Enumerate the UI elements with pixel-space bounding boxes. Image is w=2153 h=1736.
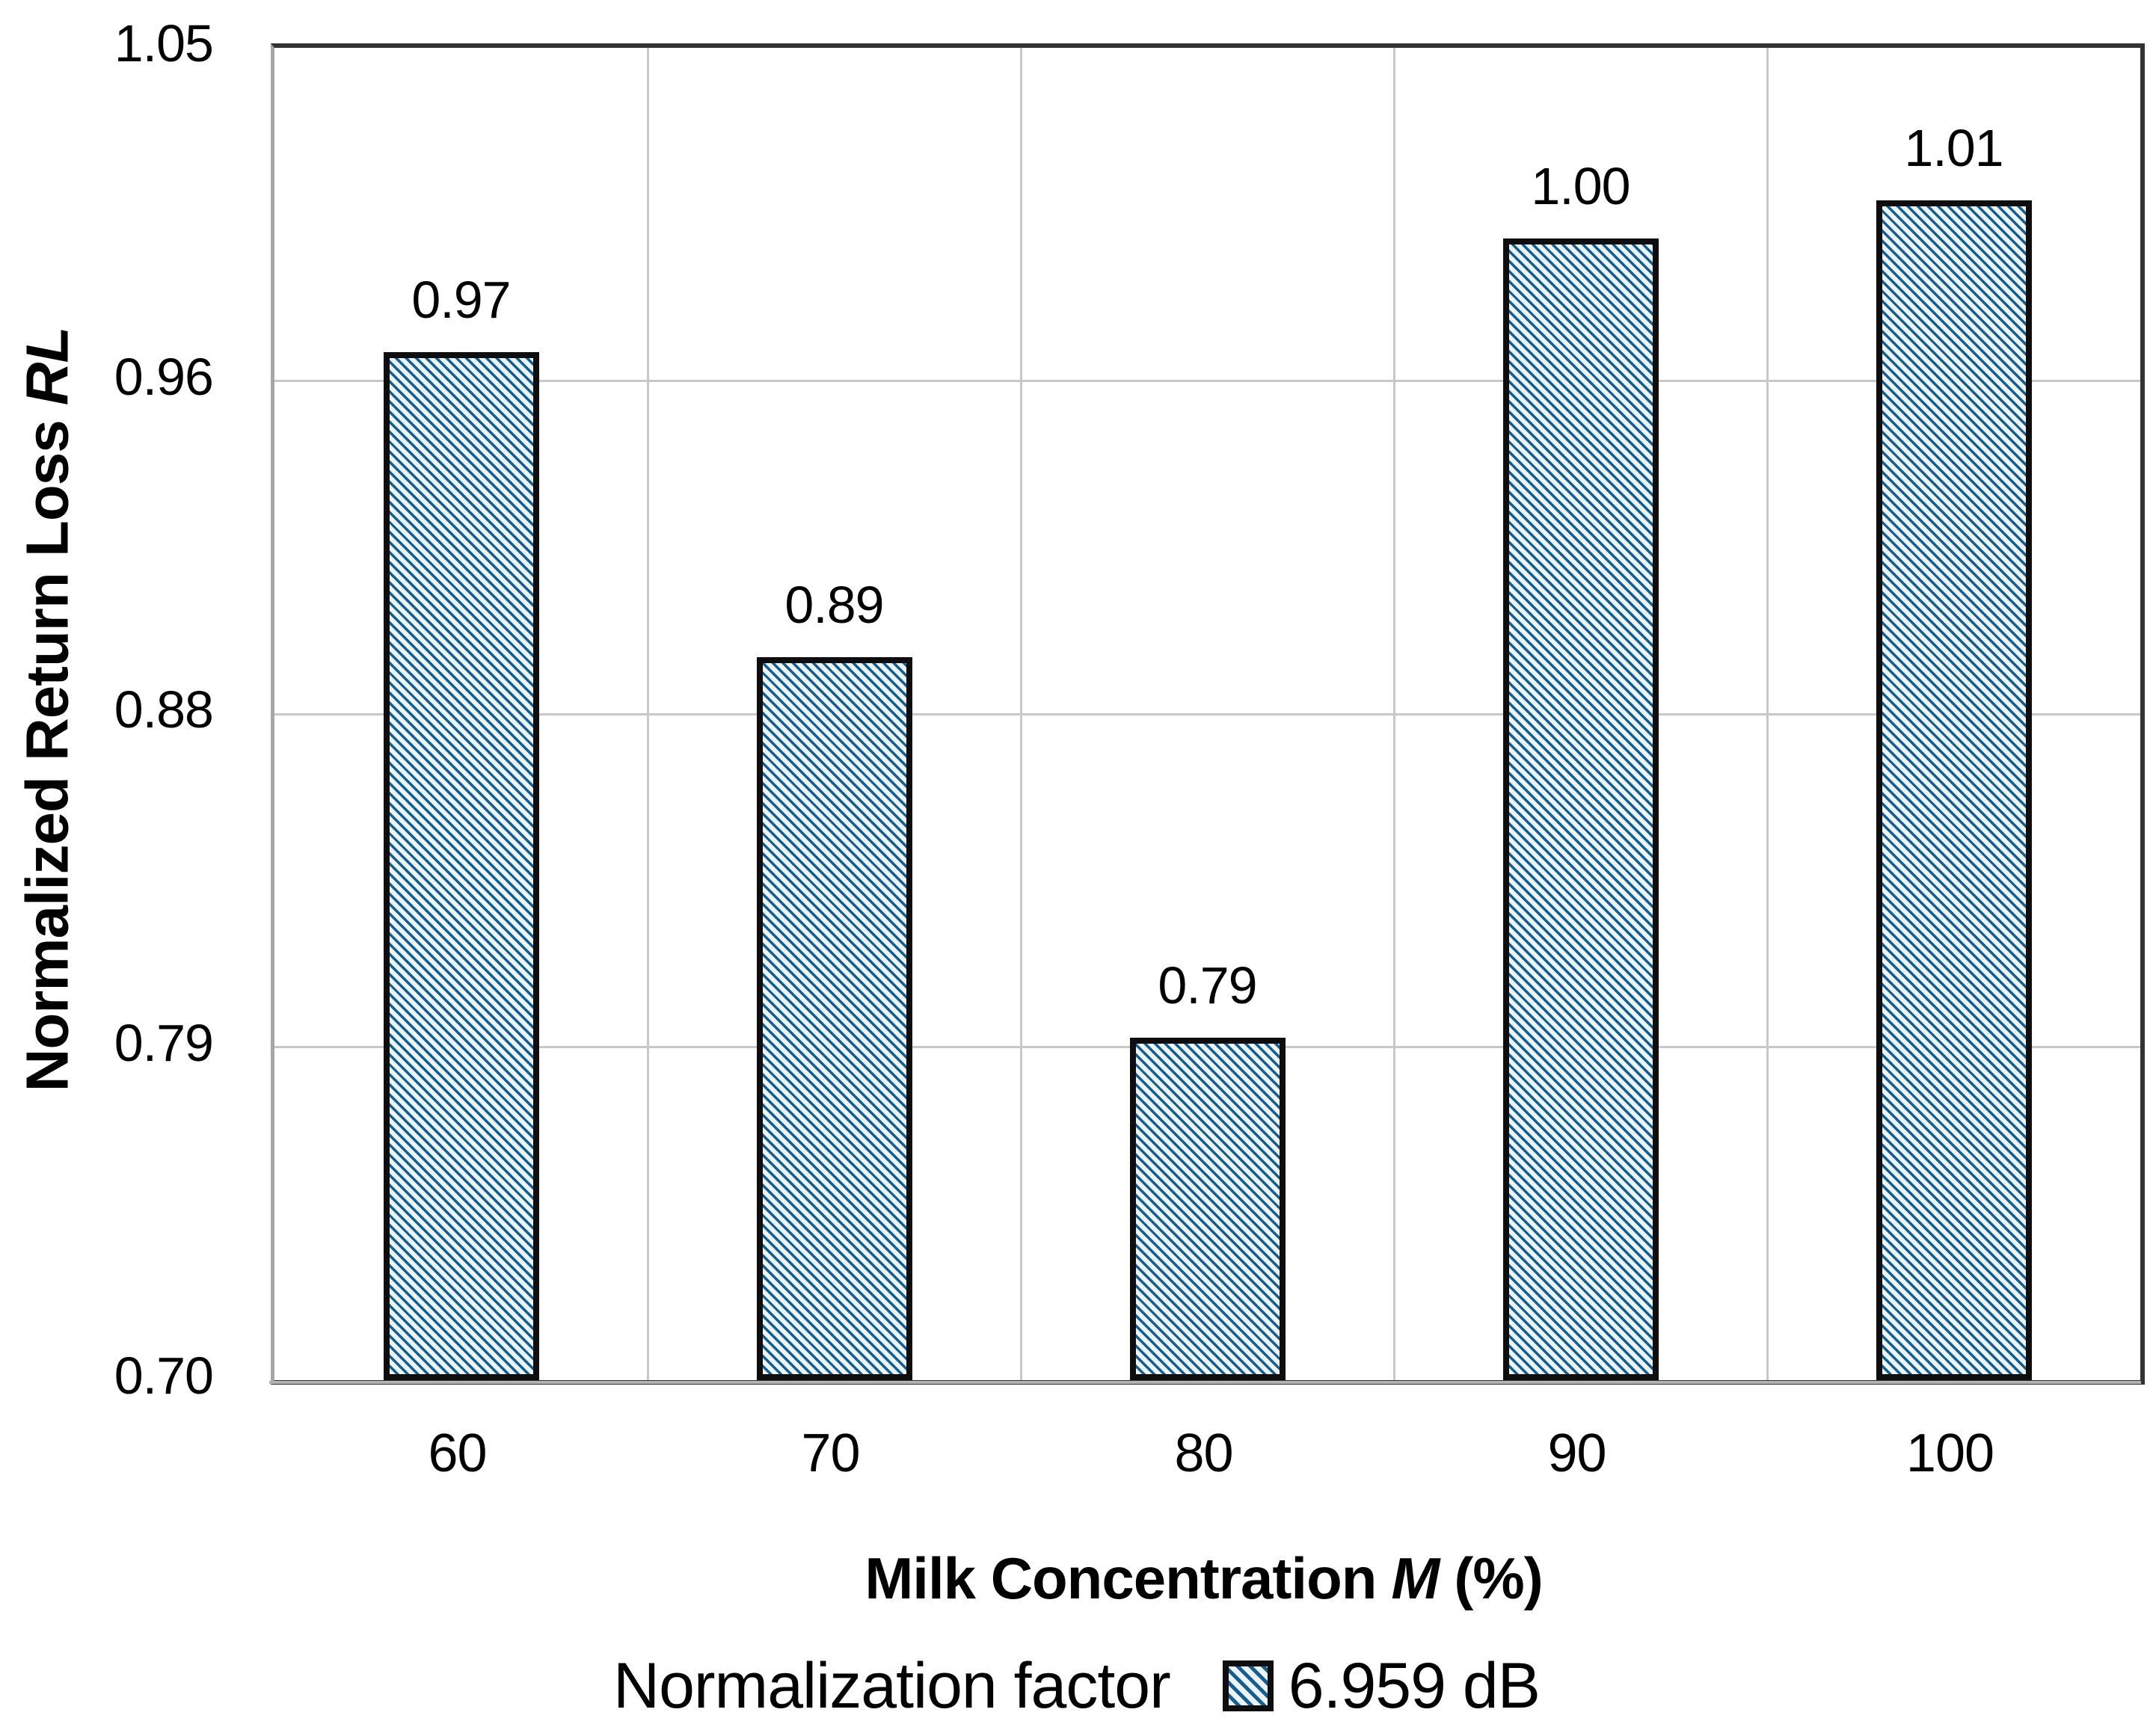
x-tick-label: 90 <box>1547 1423 1606 1483</box>
bar-value-label: 0.79 <box>1158 955 1257 1015</box>
y-axis-tick-labels: 1.05 0.96 0.88 0.79 0.70 <box>0 0 214 1736</box>
v-gridline <box>1392 48 1395 1380</box>
legend-title: Normalization factor <box>612 1649 1171 1722</box>
v-gridline <box>1766 48 1769 1380</box>
legend-hatch-swatch-icon <box>1222 1660 1274 1711</box>
bar <box>1502 238 1659 1380</box>
bar-value-label: 0.89 <box>784 575 884 634</box>
v-gridline <box>1019 48 1022 1380</box>
y-tick-label: 0.70 <box>114 1346 214 1405</box>
bar <box>1129 1037 1286 1380</box>
y-tick-label: 0.79 <box>114 1013 214 1072</box>
x-tick-label: 80 <box>1174 1423 1233 1483</box>
legend: Normalization factor 6.959 dB <box>0 1645 2153 1727</box>
x-axis-shadow-line <box>269 1381 2141 1384</box>
x-axis-title-units: (%) <box>1454 1545 1543 1611</box>
bar <box>1876 200 2032 1380</box>
x-axis-title-text: Milk Concentration <box>864 1545 1377 1611</box>
bar-value-label: 1.00 <box>1531 156 1630 215</box>
x-tick-label: 60 <box>428 1423 487 1483</box>
bar <box>383 352 539 1380</box>
h-gridline <box>274 712 2140 715</box>
x-axis-title-symbol: M <box>1391 1545 1440 1611</box>
y-tick-label: 0.96 <box>114 347 214 406</box>
bar-value-label: 1.01 <box>1904 118 2003 177</box>
x-tick-label: 70 <box>801 1423 860 1483</box>
y-tick-label: 1.05 <box>114 14 214 73</box>
y-tick-label: 0.88 <box>114 680 214 739</box>
legend-series-label: 6.959 dB <box>1288 1649 1541 1722</box>
v-gridline <box>646 48 649 1380</box>
bar <box>756 656 912 1380</box>
h-gridline <box>274 380 2140 382</box>
x-tick-label: 100 <box>1905 1423 1994 1483</box>
plot-area: 0.97 0.89 0.79 1.00 1.01 <box>271 43 2145 1385</box>
x-axis-title: Milk Concentration M (%) <box>271 1545 2137 1613</box>
bar-value-label: 0.97 <box>411 271 511 330</box>
